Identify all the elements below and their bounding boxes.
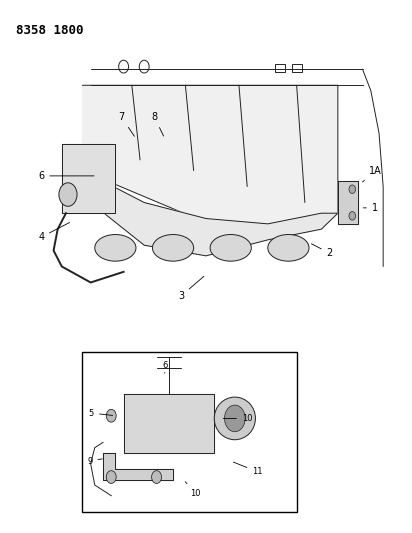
- Ellipse shape: [214, 397, 255, 440]
- Polygon shape: [74, 171, 338, 256]
- Text: 4: 4: [38, 222, 70, 242]
- Text: 7: 7: [118, 112, 134, 136]
- Bar: [82, 352, 297, 512]
- Text: 10: 10: [223, 414, 253, 423]
- Text: 8358 1800: 8358 1800: [16, 24, 84, 37]
- Bar: [292, 64, 302, 72]
- Circle shape: [106, 409, 116, 422]
- Text: 3: 3: [178, 276, 204, 301]
- Circle shape: [349, 212, 356, 220]
- Text: 1A: 1A: [363, 166, 381, 182]
- Text: 6: 6: [38, 171, 94, 181]
- Bar: [275, 64, 285, 72]
- Text: 6: 6: [162, 361, 168, 373]
- Circle shape: [106, 471, 116, 483]
- Circle shape: [59, 183, 77, 206]
- Text: 5: 5: [89, 409, 112, 417]
- Text: 2: 2: [311, 244, 333, 258]
- Ellipse shape: [152, 235, 194, 261]
- Polygon shape: [124, 394, 214, 453]
- Text: 10: 10: [185, 482, 201, 497]
- Text: 11: 11: [233, 462, 263, 476]
- Text: 1: 1: [363, 203, 378, 213]
- Circle shape: [152, 471, 162, 483]
- Polygon shape: [338, 181, 358, 224]
- Circle shape: [225, 405, 245, 432]
- Polygon shape: [103, 453, 173, 480]
- Ellipse shape: [95, 235, 136, 261]
- Circle shape: [349, 185, 356, 193]
- Ellipse shape: [268, 235, 309, 261]
- Text: 8: 8: [152, 112, 164, 136]
- Polygon shape: [62, 144, 115, 213]
- Text: 9: 9: [87, 457, 102, 465]
- Polygon shape: [82, 85, 338, 240]
- Ellipse shape: [210, 235, 251, 261]
